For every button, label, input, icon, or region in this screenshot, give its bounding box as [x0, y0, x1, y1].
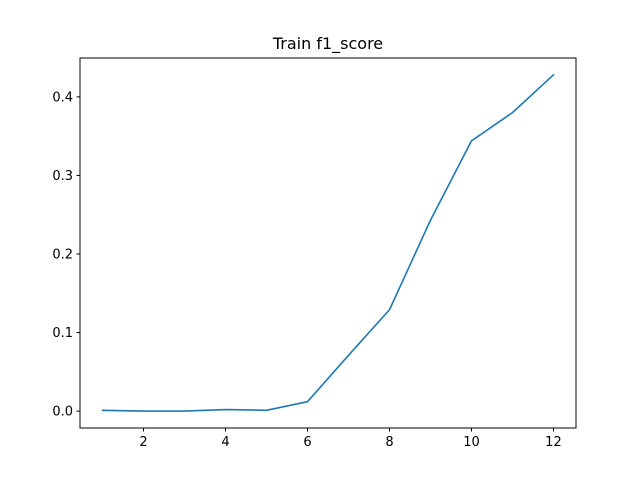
y-tick-label: 0.4: [52, 90, 73, 105]
x-axis: 2 4 6 8 10 12: [139, 428, 562, 450]
data-point: [553, 74, 555, 76]
x-tick-label: 6: [303, 435, 311, 450]
plot-area-frame: [79, 57, 577, 429]
data-point: [471, 140, 473, 142]
series-line: [101, 73, 555, 412]
data-point: [348, 355, 350, 357]
y-tick-label: 0.1: [52, 326, 73, 341]
y-tick-label: 0.0: [52, 405, 73, 420]
data-point: [225, 409, 227, 411]
data-point: [143, 410, 145, 412]
y-tick-label: 0.3: [52, 169, 73, 184]
data-point: [389, 309, 391, 311]
data-point: [512, 112, 514, 114]
x-tick-label: 12: [545, 435, 562, 450]
x-tick-label: 10: [463, 435, 480, 450]
series-layer: [101, 73, 555, 412]
x-tick-label: 8: [385, 435, 393, 450]
data-point: [307, 401, 309, 403]
chart-title: Train f1_score: [272, 34, 383, 54]
data-point: [184, 410, 186, 412]
y-tick-label: 0.2: [52, 247, 73, 262]
data-point: [266, 410, 268, 412]
data-point: [430, 219, 432, 221]
y-axis: 0.0 0.1 0.2 0.3 0.4: [52, 90, 80, 420]
x-tick-label: 2: [139, 435, 147, 450]
data-point: [102, 410, 104, 412]
x-tick-label: 4: [221, 435, 229, 450]
